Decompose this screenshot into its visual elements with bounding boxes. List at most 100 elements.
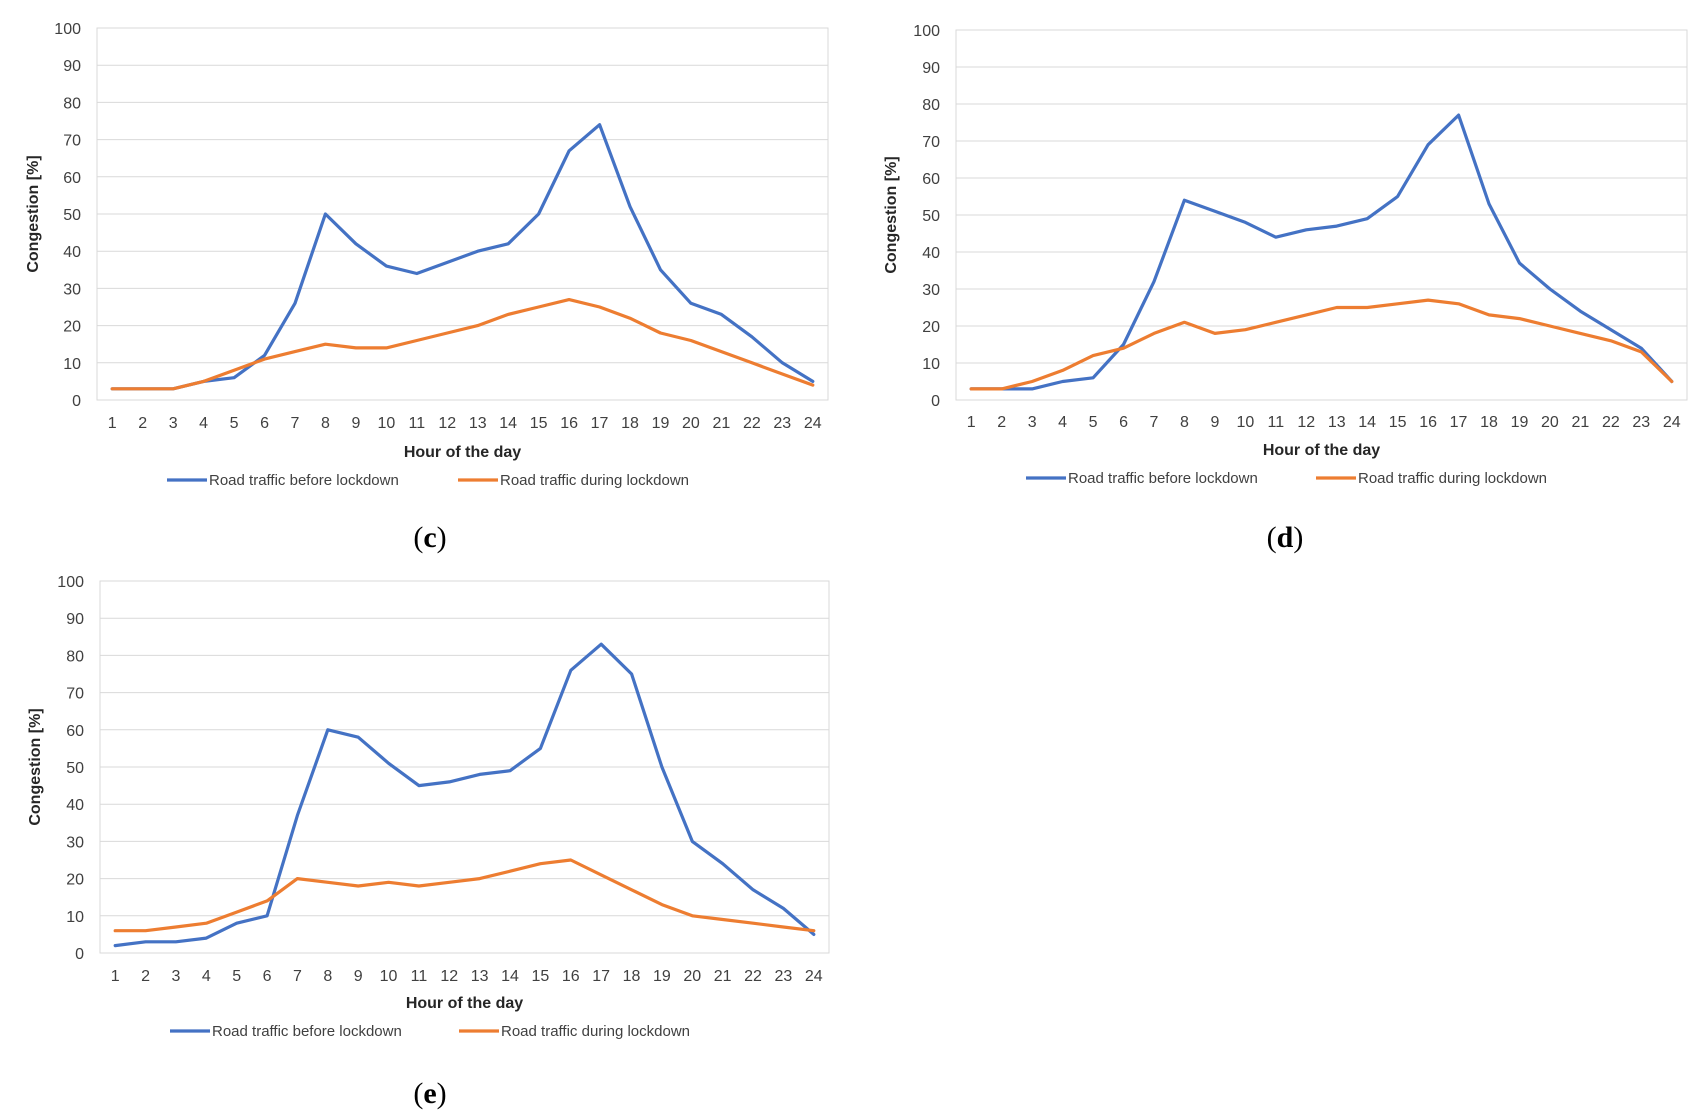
caption-open-paren: ( <box>1267 521 1277 554</box>
y-tick-label: 70 <box>922 134 940 151</box>
data-point <box>688 338 693 343</box>
x-tick-label: 3 <box>169 415 178 432</box>
x-tick-label: 14 <box>1358 414 1376 431</box>
data-point <box>143 939 148 944</box>
x-tick-label: 14 <box>499 415 517 432</box>
y-tick-label: 30 <box>922 282 940 299</box>
legend-label: Road traffic before lockdown <box>209 472 399 489</box>
data-point <box>265 913 270 918</box>
x-tick-label: 22 <box>1602 414 1620 431</box>
data-point <box>1456 301 1461 306</box>
series-line-during-lockdown <box>969 298 1674 391</box>
legend-label: Road traffic before lockdown <box>1068 470 1258 487</box>
x-tick-label: 16 <box>562 968 580 985</box>
data-point <box>538 746 543 751</box>
x-tick-label: 1 <box>108 415 117 432</box>
data-point <box>110 386 115 391</box>
data-point <box>1121 346 1126 351</box>
y-tick-label: 90 <box>63 58 81 75</box>
data-point <box>629 887 634 892</box>
chart-panel-c: 0 10 20 30 40 50 60 70 80 90 100 1 2 3 4 5 6 7 8 9 10 11 12 13 1… <box>0 0 840 554</box>
data-point <box>447 880 452 885</box>
data-point <box>568 858 573 863</box>
data-point <box>113 943 118 948</box>
series-line-before-lockdown <box>110 123 815 391</box>
x-tick-label: 18 <box>623 968 641 985</box>
caption-open-paren: ( <box>413 521 423 554</box>
x-tick-label: 8 <box>1180 414 1189 431</box>
data-point <box>1030 379 1035 384</box>
data-point <box>386 880 391 885</box>
x-tick-label: 19 <box>653 968 671 985</box>
x-tick-label: 5 <box>1089 414 1098 431</box>
data-point <box>690 839 695 844</box>
x-tick-label: 7 <box>293 968 302 985</box>
data-point <box>1334 305 1339 310</box>
x-tick-label: 9 <box>354 968 363 985</box>
data-point <box>780 360 785 365</box>
x-tick-label: 13 <box>469 415 487 432</box>
data-point <box>506 312 511 317</box>
data-point <box>597 305 602 310</box>
data-point <box>597 122 602 127</box>
data-point <box>508 869 513 874</box>
data-point <box>1608 327 1613 332</box>
y-tick-label: 90 <box>922 60 940 77</box>
data-point <box>719 349 724 354</box>
series-line-during-lockdown <box>113 858 816 933</box>
y-tick-label: 30 <box>66 834 84 851</box>
x-tick-label: 19 <box>1511 414 1529 431</box>
x-tick-label: 9 <box>351 415 360 432</box>
x-tick-label: 7 <box>1150 414 1159 431</box>
y-tick-label: 10 <box>922 356 940 373</box>
series-line-before-lockdown <box>969 113 1674 391</box>
data-point <box>356 884 361 889</box>
y-tick-label: 100 <box>54 21 81 38</box>
data-point <box>1639 349 1644 354</box>
x-tick-label: 4 <box>202 968 211 985</box>
data-point <box>386 761 391 766</box>
data-point <box>234 910 239 915</box>
x-tick-label: 7 <box>291 415 300 432</box>
caption-open-paren: ( <box>413 1077 423 1110</box>
data-point <box>414 271 419 276</box>
data-point <box>508 768 513 773</box>
data-point <box>659 902 664 907</box>
data-point <box>262 357 267 362</box>
data-point <box>1334 224 1339 229</box>
data-point <box>416 884 421 889</box>
x-tick-label: 23 <box>773 415 791 432</box>
x-tick-label: 8 <box>321 415 330 432</box>
y-tick-label: 40 <box>66 797 84 814</box>
caption-close-paren: ) <box>437 1077 447 1110</box>
data-point <box>353 241 358 246</box>
y-tick-label: 100 <box>57 574 84 591</box>
data-point <box>688 301 693 306</box>
data-point <box>1517 316 1522 321</box>
x-tick-label: 20 <box>682 415 700 432</box>
series-line-during-lockdown <box>110 298 815 391</box>
x-tick-label: 22 <box>744 968 762 985</box>
x-tick-label: 15 <box>532 968 550 985</box>
x-tick-label: 11 <box>411 968 428 985</box>
data-point <box>445 260 450 265</box>
x-tick-label: 4 <box>199 415 208 432</box>
y-tick-label: 20 <box>922 319 940 336</box>
data-point <box>204 936 209 941</box>
x-tick-label: 13 <box>1328 414 1346 431</box>
y-tick-label: 10 <box>63 356 81 373</box>
data-point <box>173 924 178 929</box>
x-tick-label: 1 <box>111 968 120 985</box>
data-point <box>538 861 543 866</box>
x-tick-label: 10 <box>1236 414 1254 431</box>
data-point <box>659 765 664 770</box>
y-tick-label: 70 <box>63 133 81 150</box>
data-point <box>1091 353 1096 358</box>
data-point <box>1304 312 1309 317</box>
data-point <box>536 212 541 217</box>
data-point <box>1273 320 1278 325</box>
x-tick-label: 5 <box>232 968 241 985</box>
legend-label: Road traffic before lockdown <box>212 1023 402 1040</box>
data-point <box>1487 201 1492 206</box>
